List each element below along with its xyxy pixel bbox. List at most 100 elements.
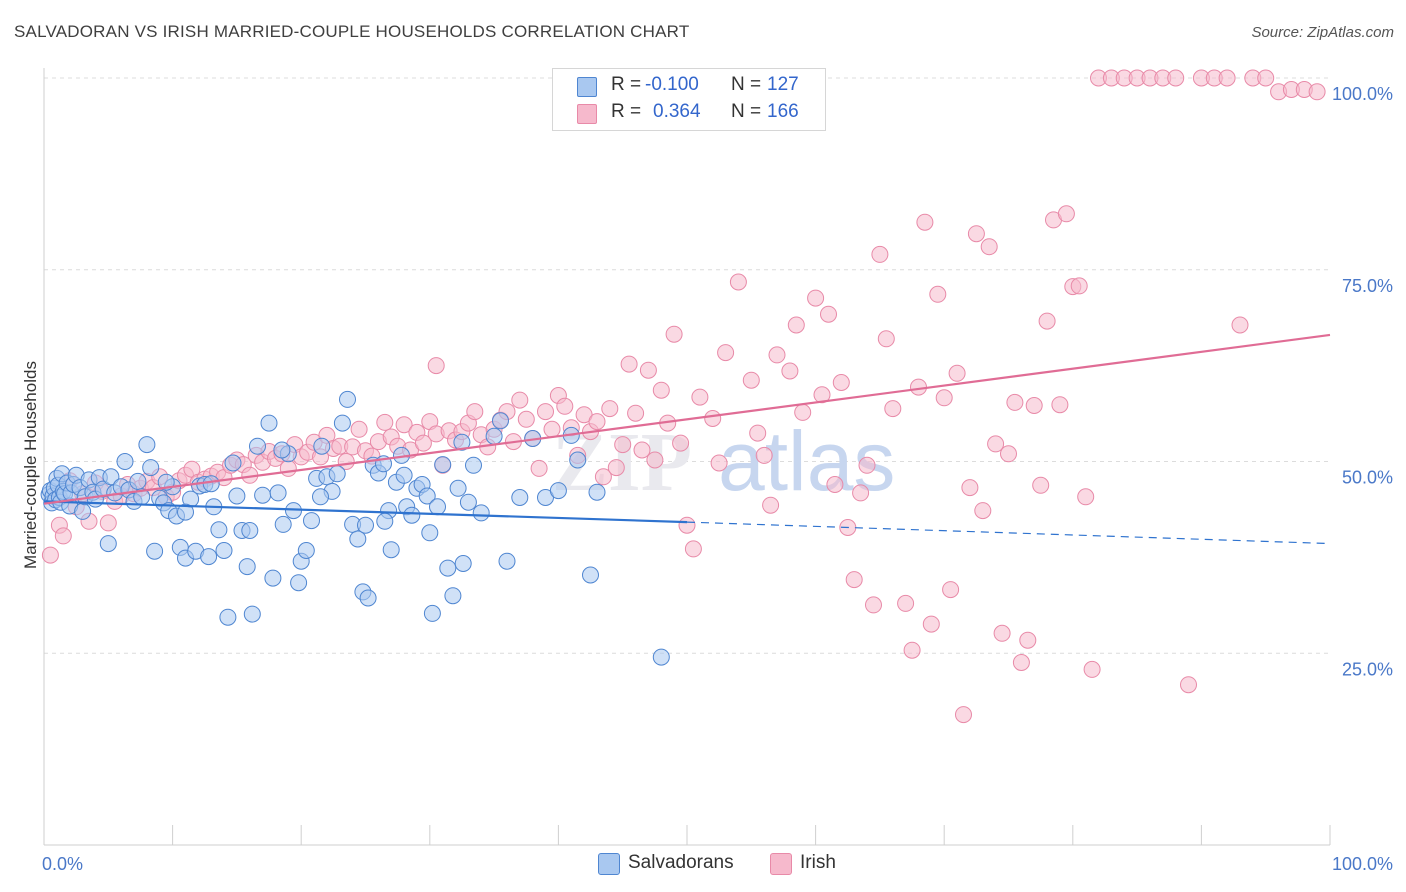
salvadoran-point <box>511 489 529 506</box>
irish-point <box>684 540 702 558</box>
salvadoran-point <box>146 542 164 560</box>
irish-point <box>633 441 651 459</box>
irish-point <box>678 516 696 534</box>
salvadoran-point <box>74 502 92 520</box>
irish-point <box>620 355 638 373</box>
salvadoran-point <box>241 522 259 539</box>
irish-point <box>1257 69 1275 87</box>
irish-point <box>1167 69 1185 87</box>
irish-point <box>627 404 645 422</box>
irish-point <box>646 451 664 469</box>
irish-point <box>781 362 799 380</box>
irish-point <box>877 330 895 348</box>
salvadoran-point <box>219 608 237 626</box>
irish-point <box>1038 312 1056 330</box>
salvadoran-point <box>99 535 117 553</box>
salvadoran-point <box>453 433 471 451</box>
irish-point <box>749 424 767 442</box>
irish-point <box>820 305 837 323</box>
irish-point <box>543 420 561 438</box>
salvadoran-point <box>303 512 320 530</box>
salvadoran-point <box>444 587 462 605</box>
salvadoran-point <box>498 552 516 570</box>
irish-point <box>1308 83 1326 101</box>
irish-point <box>54 527 72 545</box>
irish-point <box>427 357 445 375</box>
y-tick-label: 50.0% <box>1342 468 1393 488</box>
irish-point <box>652 381 670 399</box>
irish-point <box>1051 396 1069 414</box>
legend-r-value: -0.100 <box>645 74 699 95</box>
salvadoran-point <box>297 542 315 559</box>
axis-layer <box>43 68 1331 846</box>
salvadoran-point <box>116 453 134 470</box>
irish-point <box>935 389 953 407</box>
irish-point <box>350 420 368 438</box>
irish-point <box>691 388 709 406</box>
irish-point <box>717 344 735 362</box>
salvadoran-point <box>224 454 242 472</box>
y-tick-label: 25.0% <box>1342 659 1393 679</box>
legend-r-label: R = <box>611 74 642 95</box>
salvadoran-point <box>238 558 256 576</box>
legend-n-label: N = <box>731 74 762 95</box>
irish-point <box>1057 205 1075 223</box>
irish-point <box>826 476 844 493</box>
irish-point <box>704 410 722 427</box>
salvadoran-point <box>264 569 282 587</box>
irish-point <box>993 624 1011 642</box>
irish-point <box>1000 445 1017 463</box>
salvadoran-point <box>349 530 367 548</box>
salvadoran-point <box>243 605 261 623</box>
legend-swatch-irish <box>577 104 597 124</box>
irish-point <box>762 496 780 514</box>
salvadoran-point <box>403 506 421 524</box>
irish-point <box>1025 397 1043 414</box>
salvadoran-point <box>129 472 147 490</box>
bottom-legend-label-irish: Irish <box>800 852 836 873</box>
irish-point <box>980 238 998 256</box>
irish-point <box>974 502 992 520</box>
irish-point <box>1019 631 1037 649</box>
salvadoran-point <box>210 521 228 539</box>
irish-point <box>1077 488 1095 506</box>
irish-point <box>588 413 606 431</box>
bottom-legend-swatch-irish <box>770 853 792 875</box>
salvadoran-point <box>418 487 436 505</box>
irish-point <box>537 403 554 421</box>
tick-labels: 25.0% 50.0% 75.0% 100.0% 0.0% 100.0% <box>42 84 1393 874</box>
irish-point <box>556 397 574 415</box>
irish-point <box>1070 277 1088 295</box>
irish-point <box>395 416 413 434</box>
legend-r-label: R = <box>611 101 642 122</box>
irish-point <box>942 581 960 599</box>
salvadoran-point <box>333 414 351 432</box>
irish-point <box>729 273 747 291</box>
chart-title: SALVADORAN VS IRISH MARRIED-COUPLE HOUSE… <box>14 22 690 41</box>
irish-point <box>601 400 619 418</box>
irish-point <box>787 316 805 334</box>
trend-lines <box>43 333 1331 545</box>
y-tick-label: 75.0% <box>1342 276 1393 296</box>
salvadoran-point <box>569 451 587 469</box>
salvadoran-point <box>274 515 292 533</box>
irish-point <box>1032 476 1050 494</box>
salvadoran-point <box>290 574 308 592</box>
irish-point <box>594 468 612 486</box>
irish-point <box>813 386 831 404</box>
irish-point <box>414 434 432 452</box>
salvadoran-point <box>228 487 246 505</box>
irish-point <box>967 225 985 243</box>
irish-point <box>987 435 1005 453</box>
x-tick-label: 0.0% <box>42 854 83 874</box>
salvadoran-point <box>588 483 606 501</box>
salvadoran-point <box>376 512 394 530</box>
irish-point <box>884 400 902 418</box>
salvadoran-point <box>142 459 160 477</box>
salvadoran-point <box>395 466 413 484</box>
salvadoran-point <box>465 456 482 474</box>
salvadoran-point <box>102 468 120 486</box>
irish-point <box>639 361 657 379</box>
salvadoran-point <box>328 465 346 483</box>
